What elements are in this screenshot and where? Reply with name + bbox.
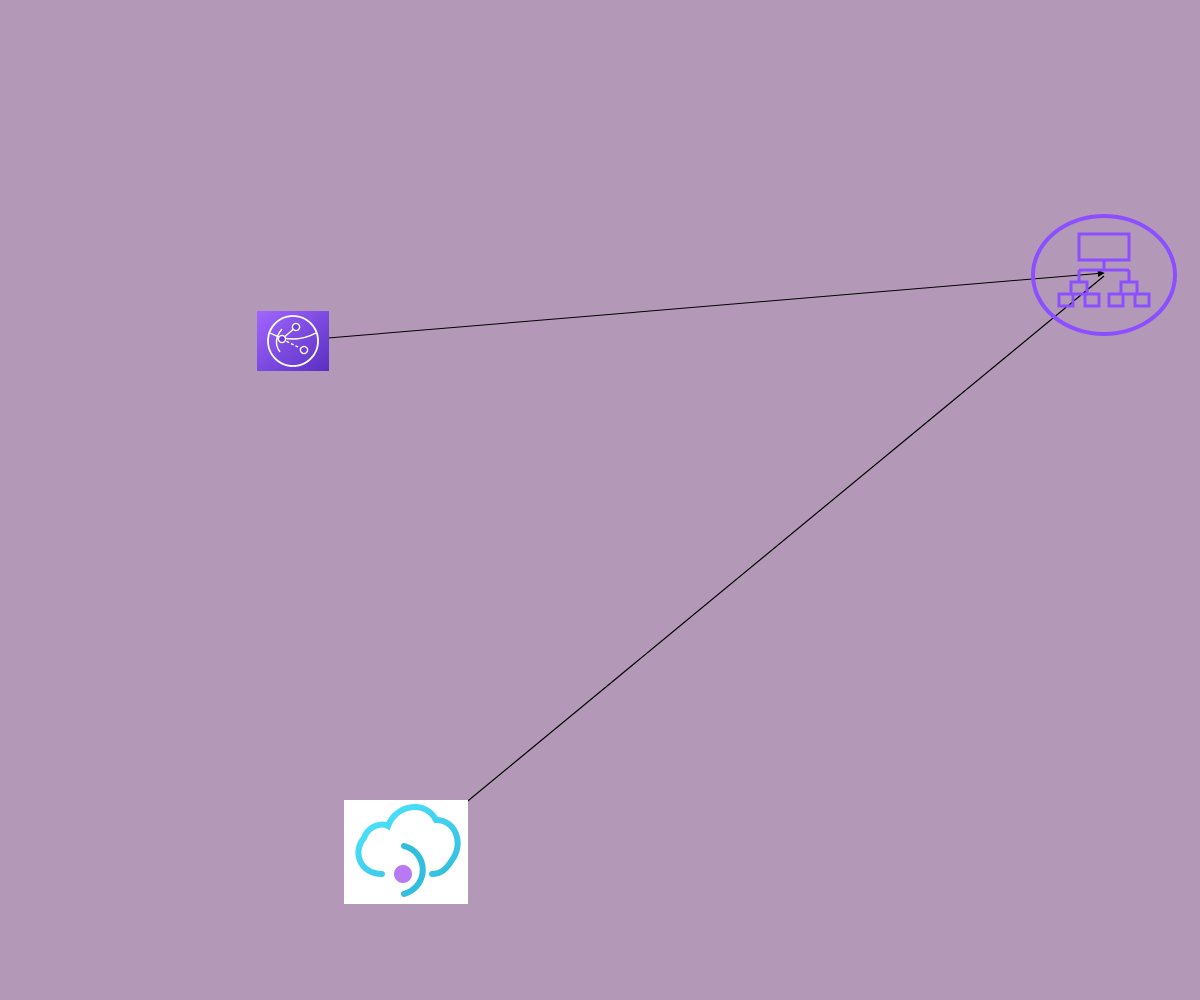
node-cloudfront[interactable] [257, 311, 329, 371]
azure-cloud-service-icon [344, 800, 468, 904]
network-hierarchy-icon [1031, 214, 1177, 336]
edges [291, 270, 1105, 853]
edge-load-balancer-to-azure-cloud-service[interactable] [405, 275, 1105, 853]
node-load-balancer[interactable] [1031, 214, 1177, 336]
aws-cloudfront-icon [257, 311, 329, 371]
node-azure-cloud-service[interactable] [344, 800, 468, 904]
edge-cloudfront-to-load-balancer[interactable] [291, 270, 1105, 342]
